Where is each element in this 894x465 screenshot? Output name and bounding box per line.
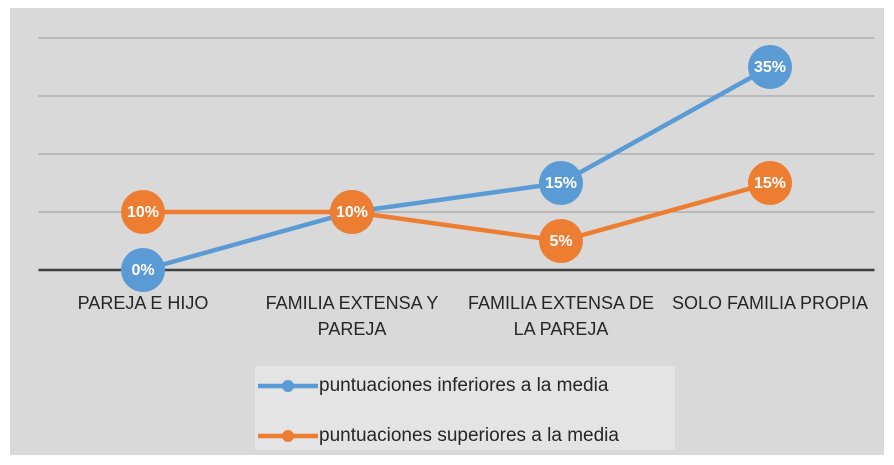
legend-item: puntuaciones inferiores a la media — [255, 366, 675, 406]
data-label: 10% — [127, 204, 159, 221]
data-label: 10% — [336, 204, 368, 221]
marker — [748, 161, 792, 205]
series-line — [143, 180, 771, 244]
x-tick-label: FAMILIA EXTENSA Y PAREJA — [265, 293, 439, 339]
x-tick-label: FAMILIA EXTENSA DE LA PAREJA — [467, 293, 655, 339]
legend-label: puntuaciones inferiores a la media — [319, 375, 609, 396]
legend-swatch — [258, 430, 318, 442]
data-label: 15% — [545, 175, 577, 192]
series-line — [142, 65, 772, 273]
data-label: 5% — [549, 233, 572, 250]
legend: puntuaciones inferiores a la media puntua… — [255, 366, 675, 450]
data-label: 0% — [131, 262, 154, 279]
x-tick-label: SOLO FAMILIA PROPIA — [671, 293, 869, 313]
legend-item: puntuaciones superiores a la media — [255, 416, 675, 456]
legend-marker — [282, 430, 294, 442]
marker — [121, 248, 165, 292]
marker — [121, 190, 165, 234]
marker — [748, 45, 792, 89]
legend-swatch — [258, 380, 318, 392]
marker — [539, 219, 583, 263]
data-label: 35% — [754, 59, 786, 76]
data-label: 15% — [754, 175, 786, 192]
legend-marker — [282, 380, 294, 392]
marker — [539, 161, 583, 205]
legend-label: puntuaciones superiores a la media — [319, 425, 619, 446]
x-tick-label: PAREJA E HIJO — [77, 293, 209, 313]
marker — [330, 190, 374, 234]
